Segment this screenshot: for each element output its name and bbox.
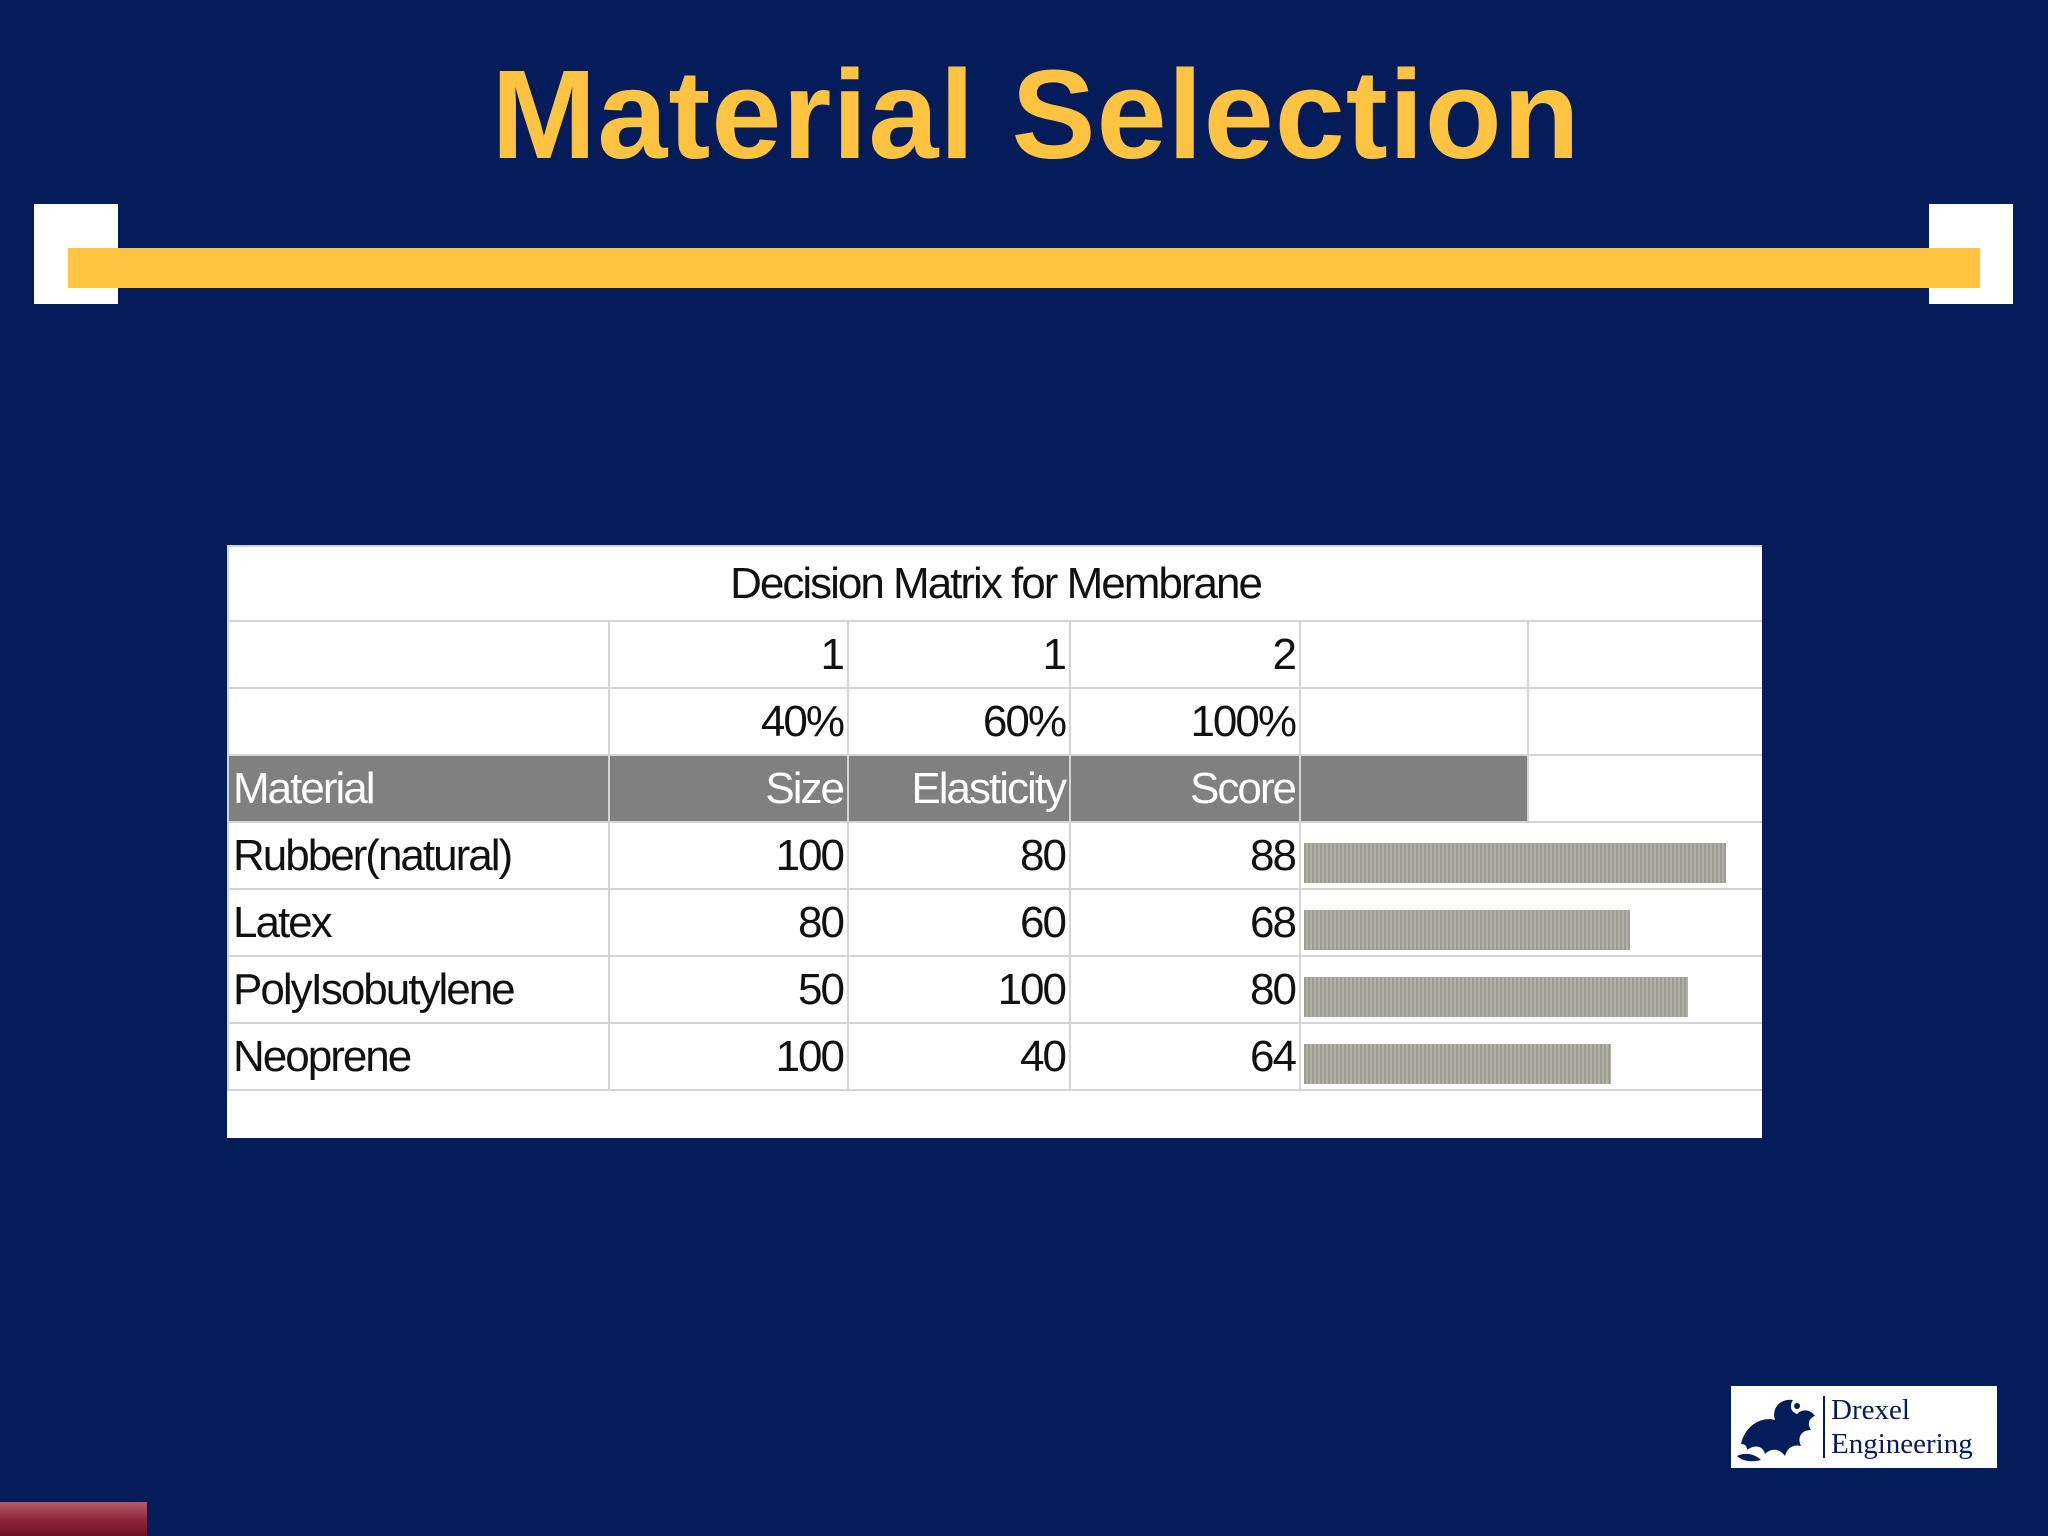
header-row: Material Size Elasticity Score	[227, 754, 1762, 823]
score-bar-cell	[1298, 888, 1762, 957]
weight-elasticity: 1	[847, 620, 1071, 689]
decision-matrix: Decision Matrix for Membrane 1 1 2 40% 6…	[227, 545, 1762, 1138]
matrix-caption-row: Decision Matrix for Membrane	[227, 545, 1762, 622]
table-row: Neoprene 100 40 64	[227, 1022, 1762, 1091]
material-name: Neoprene	[227, 1022, 610, 1091]
percent-size: 40%	[608, 687, 849, 756]
table-row: Latex 80 60 68	[227, 888, 1762, 957]
header-size: Size	[608, 754, 849, 823]
percents-label-cell	[227, 687, 610, 756]
score-bar	[1304, 977, 1688, 1017]
score-value: 64	[1069, 1022, 1301, 1091]
elasticity-value: 80	[847, 821, 1071, 890]
weight-score: 2	[1069, 620, 1301, 689]
size-value: 100	[608, 1022, 849, 1091]
percents-row: 40% 60% 100%	[227, 687, 1762, 756]
elasticity-value: 60	[847, 888, 1071, 957]
percent-score: 100%	[1069, 687, 1301, 756]
material-name: Rubber(natural)	[227, 821, 610, 890]
header-elasticity: Elasticity	[847, 754, 1071, 823]
empty-cell	[1526, 687, 1762, 756]
score-bar-cell	[1298, 821, 1762, 890]
header-empty-cell	[1526, 754, 1762, 823]
size-value: 100	[608, 821, 849, 890]
elasticity-value: 40	[847, 1022, 1071, 1091]
drexel-engineering-logo: Drexel Engineering	[1731, 1386, 1997, 1468]
score-bar	[1304, 843, 1726, 883]
size-value: 80	[608, 888, 849, 957]
score-bar	[1304, 910, 1630, 950]
title-rule-bar	[68, 248, 1980, 288]
elasticity-value: 100	[847, 955, 1071, 1024]
empty-cell	[1526, 620, 1762, 689]
weights-label-cell	[227, 620, 610, 689]
percent-elasticity: 60%	[847, 687, 1071, 756]
score-bar	[1304, 1044, 1611, 1084]
score-bar-cell	[1298, 1022, 1762, 1091]
logo-line-2: Engineering	[1831, 1428, 1973, 1460]
weights-row: 1 1 2	[227, 620, 1762, 689]
material-name: Latex	[227, 888, 610, 957]
empty-cell	[1299, 687, 1529, 756]
header-material: Material	[227, 754, 610, 823]
corner-accent-bar	[0, 1502, 147, 1536]
header-bar-cell	[1299, 754, 1529, 823]
logo-line-1: Drexel	[1831, 1394, 1910, 1426]
material-name: PolyIsobutylene	[227, 955, 610, 1024]
table-row: Rubber(natural) 100 80 88	[227, 821, 1762, 890]
matrix-caption: Decision Matrix for Membrane	[227, 545, 1762, 622]
header-score: Score	[1069, 754, 1301, 823]
score-bar-cell	[1298, 955, 1762, 1024]
table-row: PolyIsobutylene 50 100 80	[227, 955, 1762, 1024]
size-value: 50	[608, 955, 849, 1024]
dragon-icon	[1737, 1399, 1815, 1462]
score-value: 80	[1069, 955, 1301, 1024]
logo-separator	[1823, 1396, 1825, 1458]
weight-size: 1	[608, 620, 849, 689]
logo-wordmark: Drexel Engineering	[1831, 1393, 1973, 1461]
decision-matrix-table: Decision Matrix for Membrane 1 1 2 40% 6…	[227, 545, 1762, 1091]
score-value: 88	[1069, 821, 1301, 890]
empty-cell	[1299, 620, 1529, 689]
slide-title: Material Selection	[491, 44, 1581, 185]
score-value: 68	[1069, 888, 1301, 957]
